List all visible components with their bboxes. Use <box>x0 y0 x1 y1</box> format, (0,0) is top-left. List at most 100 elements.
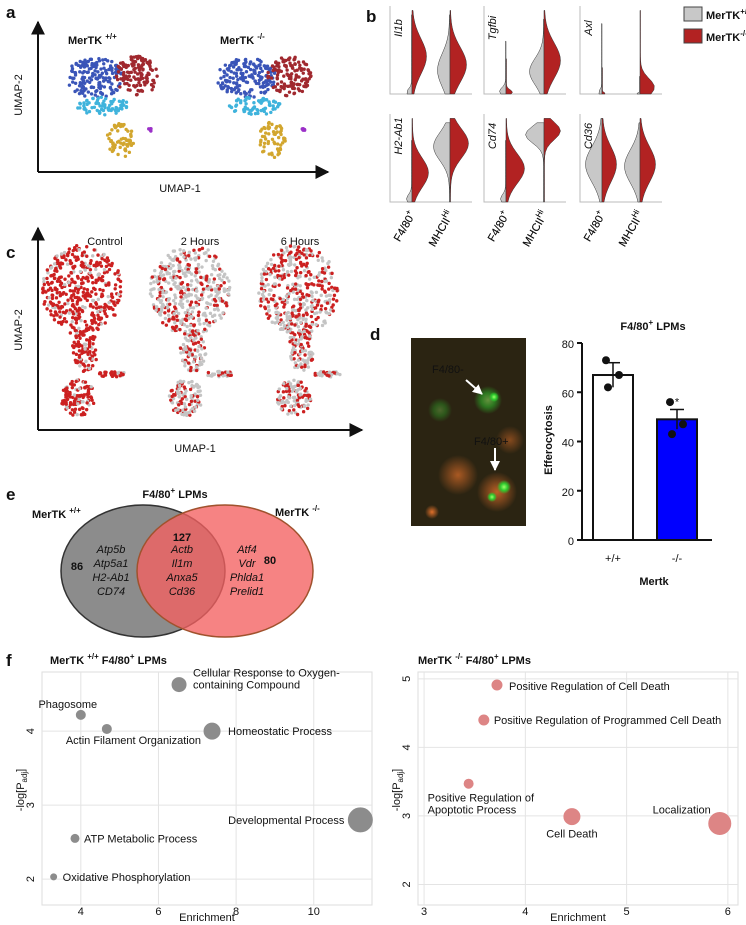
umap-point <box>295 292 298 295</box>
umap-point <box>69 401 72 404</box>
chart-title: MerTK -/- F4/80+ LPMs <box>418 652 531 667</box>
gene-name: Actb <box>170 544 193 556</box>
umap-point <box>274 126 277 129</box>
umap-point <box>206 248 209 251</box>
umap-point <box>283 64 286 67</box>
umap-point <box>66 299 69 302</box>
umap-point <box>202 287 205 290</box>
umap-point <box>123 82 126 85</box>
umap-point <box>233 110 236 113</box>
umap-point <box>69 296 72 299</box>
umap-point <box>316 303 319 306</box>
umap-point <box>173 281 176 284</box>
umap-point <box>310 358 313 361</box>
umap-point <box>292 379 295 382</box>
violin-half <box>407 140 413 202</box>
umap-point <box>85 294 88 297</box>
text-part: LPMs <box>499 655 531 667</box>
umap-point <box>129 55 132 58</box>
umap-point <box>62 256 65 259</box>
umap-point <box>202 322 205 325</box>
bubble-label: Actin Filament Organization <box>66 735 201 747</box>
umap-point <box>262 298 265 301</box>
umap-point <box>69 308 72 311</box>
umap-point <box>121 373 124 376</box>
umap-point <box>298 316 301 319</box>
umap-point <box>160 261 163 264</box>
gene-name: Phlda1 <box>230 572 264 584</box>
umap-point <box>302 68 305 71</box>
umap-point <box>108 77 111 80</box>
umap-point <box>150 88 153 91</box>
umap-point <box>91 364 94 367</box>
umap-point <box>299 306 302 309</box>
text-part: +/+ <box>740 7 746 16</box>
text-part: adj <box>20 772 29 783</box>
umap-point <box>63 251 66 254</box>
umap-point <box>75 321 78 324</box>
umap-point <box>230 106 233 109</box>
umap-point <box>283 404 286 407</box>
umap-point <box>90 92 93 95</box>
umap-point <box>299 387 302 390</box>
umap-point <box>171 264 174 267</box>
umap-point <box>325 373 328 376</box>
umap-point <box>87 60 90 63</box>
umap-point <box>163 311 166 314</box>
umap-point <box>74 287 77 290</box>
text-part: F4/80 <box>392 214 416 244</box>
umap-point <box>297 61 300 64</box>
umap-point <box>320 304 323 307</box>
bubble <box>51 874 57 880</box>
umap-point <box>282 390 285 393</box>
umap-point <box>223 287 226 290</box>
umap-point <box>330 276 333 279</box>
umap-point <box>109 65 112 68</box>
umap-point <box>310 305 313 308</box>
umap-point <box>192 385 195 388</box>
umap-point <box>189 257 192 260</box>
umap-point <box>332 309 335 312</box>
umap-point <box>234 86 237 89</box>
umap-point <box>134 60 137 63</box>
umap-point <box>91 97 94 100</box>
umap-point <box>253 79 256 82</box>
umap-point <box>248 90 251 93</box>
umap-point <box>125 66 128 69</box>
umap-point <box>113 370 116 373</box>
panel-label: c <box>6 243 15 262</box>
umap-point <box>335 289 338 292</box>
umap-point <box>211 372 214 375</box>
umap-point <box>288 340 291 343</box>
umap-point <box>300 79 303 82</box>
umap-point <box>197 314 200 317</box>
gene-label: Tgfbi <box>487 15 499 40</box>
umap-point <box>328 298 331 301</box>
umap-point <box>71 67 74 70</box>
umap-point <box>262 150 265 153</box>
umap-point <box>260 109 263 112</box>
umap-point <box>295 266 298 269</box>
umap-point <box>217 263 220 266</box>
umap-point <box>293 396 296 399</box>
umap-point <box>60 252 63 255</box>
umap-point <box>111 375 114 378</box>
umap-point <box>87 264 90 267</box>
umap-point <box>83 320 86 323</box>
umap-point <box>195 278 198 281</box>
umap-point <box>74 82 77 85</box>
umap-point <box>218 68 221 71</box>
umap-point <box>75 353 78 356</box>
gene-name: Il1m <box>172 558 193 570</box>
umap-point <box>259 140 262 143</box>
umap-point <box>149 288 152 291</box>
text-part: MHCII <box>521 216 547 249</box>
umap-point <box>312 283 315 286</box>
x-tick-label: +/+ <box>605 553 621 565</box>
umap-point <box>260 287 263 290</box>
y-tick-label: 60 <box>562 388 574 400</box>
umap-point <box>265 265 268 268</box>
umap-point <box>283 82 286 85</box>
umap-point <box>189 336 192 339</box>
umap-point <box>97 276 100 279</box>
